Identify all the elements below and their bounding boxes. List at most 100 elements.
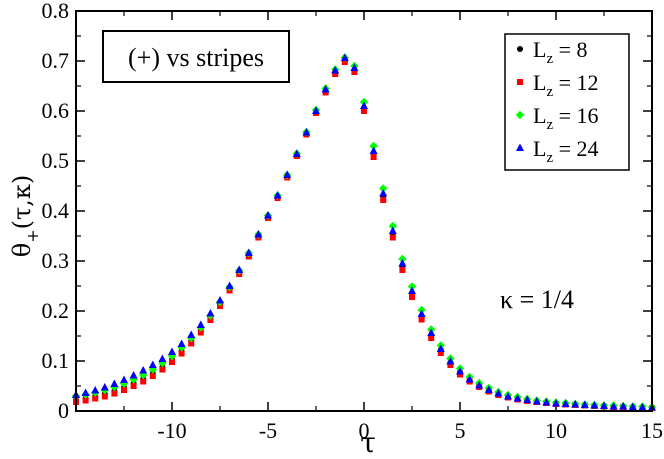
data-point bbox=[513, 394, 522, 402]
data-point bbox=[571, 400, 580, 408]
series-3 bbox=[72, 53, 656, 411]
data-point bbox=[340, 53, 349, 61]
data-point bbox=[379, 184, 388, 193]
data-point bbox=[484, 385, 493, 393]
data-point bbox=[216, 296, 224, 304]
data-point bbox=[120, 375, 128, 383]
data-point bbox=[370, 154, 377, 160]
data-points bbox=[71, 53, 657, 412]
legend-label: Lz = 12 bbox=[533, 70, 599, 100]
data-point bbox=[475, 381, 484, 389]
data-point bbox=[542, 398, 551, 406]
data-point bbox=[369, 141, 378, 151]
data-point bbox=[619, 402, 628, 410]
data-point bbox=[81, 388, 90, 396]
legend-label: Lz = 24 bbox=[533, 136, 599, 166]
data-point bbox=[110, 379, 119, 387]
data-point bbox=[428, 335, 435, 341]
data-point bbox=[628, 402, 637, 410]
legend-box bbox=[504, 33, 630, 171]
y-tick-label: 0.3 bbox=[42, 248, 70, 273]
data-point bbox=[552, 399, 560, 407]
title-box bbox=[102, 30, 290, 83]
data-point bbox=[360, 101, 368, 109]
y-axis-label-main: θ bbox=[8, 243, 36, 257]
x-tick-label: 10 bbox=[545, 418, 567, 443]
data-point bbox=[388, 226, 397, 234]
data-point bbox=[341, 59, 348, 65]
y-tick-label: 0.1 bbox=[42, 348, 70, 373]
data-point bbox=[379, 189, 388, 197]
data-point bbox=[418, 316, 425, 323]
chart-title: (+) vs stripes bbox=[128, 43, 264, 72]
data-point bbox=[532, 397, 541, 405]
legend-marker bbox=[516, 143, 524, 151]
tick-labels: -10 -5 0 5 10 15 0 0.1 0.2 0.3 0.4 0.5 0.6 0.7 0.8 bbox=[42, 0, 664, 443]
data-point bbox=[168, 347, 176, 355]
x-tick-label: -5 bbox=[259, 418, 277, 443]
data-point bbox=[225, 281, 234, 289]
x-tick-label: -10 bbox=[157, 418, 186, 443]
data-point bbox=[389, 234, 396, 241]
data-point bbox=[91, 386, 100, 394]
legend-marker bbox=[517, 79, 523, 85]
legend-marker bbox=[517, 46, 523, 52]
data-point bbox=[158, 354, 167, 362]
data-point bbox=[380, 197, 387, 203]
data-point bbox=[398, 254, 407, 264]
data-point bbox=[399, 267, 406, 273]
data-point bbox=[417, 309, 426, 317]
data-point bbox=[235, 265, 244, 273]
x-axis-label: τ bbox=[360, 426, 376, 459]
data-point bbox=[427, 328, 436, 336]
data-point bbox=[292, 149, 301, 157]
data-point bbox=[140, 378, 147, 385]
y-axis-label: θ+(τ,κ) bbox=[8, 175, 42, 258]
data-point bbox=[207, 317, 214, 323]
data-point bbox=[139, 366, 148, 374]
data-point bbox=[494, 389, 503, 397]
data-point bbox=[408, 286, 416, 294]
data-point bbox=[273, 191, 282, 199]
data-point bbox=[149, 373, 156, 379]
legend-marker bbox=[515, 110, 525, 120]
data-point bbox=[82, 397, 89, 404]
y-tick-label: 0.5 bbox=[42, 148, 70, 173]
data-point bbox=[369, 146, 378, 154]
x-tick-label: 15 bbox=[641, 418, 663, 443]
data-point bbox=[244, 248, 253, 256]
data-point bbox=[465, 375, 474, 383]
data-point bbox=[130, 383, 137, 389]
data-point bbox=[600, 401, 608, 409]
legend-label: Lz = 16 bbox=[533, 103, 599, 133]
data-point bbox=[148, 360, 157, 368]
data-point bbox=[456, 367, 464, 375]
data-point bbox=[361, 108, 367, 114]
y-tick-label: 0.2 bbox=[42, 298, 70, 323]
y-tick-label: 0 bbox=[58, 398, 69, 423]
y-tick-label: 0.4 bbox=[42, 198, 70, 223]
data-point bbox=[283, 170, 292, 178]
data-point bbox=[129, 371, 138, 379]
data-point bbox=[169, 359, 175, 365]
data-point bbox=[504, 392, 512, 400]
x-tick-label: 0 bbox=[359, 418, 370, 443]
data-point bbox=[100, 383, 109, 391]
data-point bbox=[111, 390, 118, 397]
data-point bbox=[332, 71, 339, 77]
data-point bbox=[321, 85, 330, 93]
data-point bbox=[159, 366, 166, 373]
data-point bbox=[197, 329, 204, 336]
data-point bbox=[188, 340, 195, 347]
data-point bbox=[609, 402, 618, 410]
data-point bbox=[264, 211, 272, 219]
data-point bbox=[312, 106, 320, 114]
y-tick-label: 0.7 bbox=[42, 48, 70, 73]
data-point bbox=[206, 309, 215, 317]
y-tick-label: 0.8 bbox=[42, 0, 70, 23]
data-point bbox=[196, 320, 205, 328]
data-point bbox=[409, 294, 415, 300]
data-point bbox=[178, 350, 185, 357]
